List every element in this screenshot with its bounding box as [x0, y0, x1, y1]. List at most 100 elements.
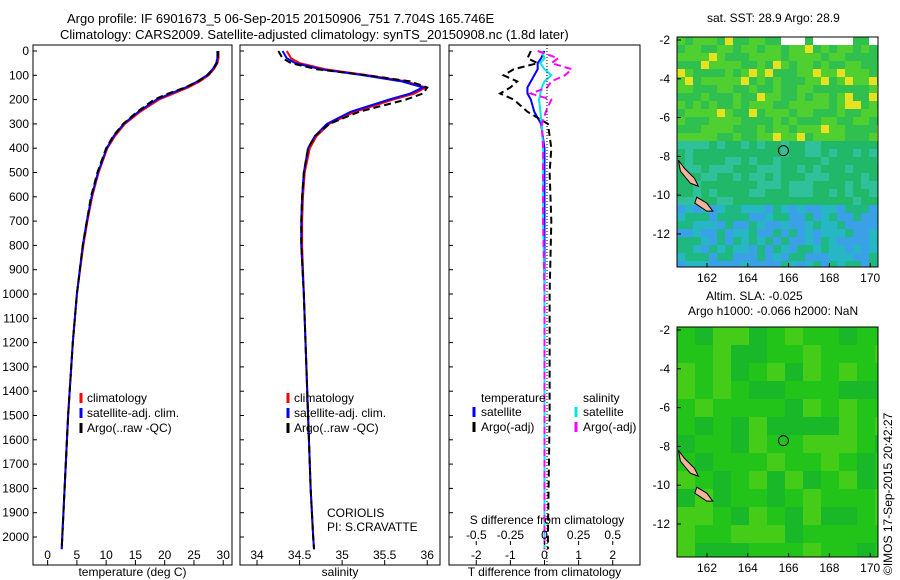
map-cell: [677, 173, 685, 181]
map-cell: [813, 189, 821, 197]
map-cell: [845, 69, 853, 77]
map-cell: [781, 253, 789, 261]
map-cell: [869, 173, 877, 181]
map-cell: [797, 157, 805, 165]
map-cell: [821, 253, 829, 261]
map-cell: [733, 205, 741, 213]
map-cell: [709, 253, 717, 261]
map-cell: [717, 157, 725, 165]
y-tick-label: 300: [9, 117, 29, 131]
map-cell: [757, 133, 765, 141]
map-cell: [677, 133, 685, 141]
map-cell: [789, 61, 797, 69]
map-cell: [695, 399, 713, 417]
map-cell: [731, 507, 749, 525]
map-cell: [837, 85, 845, 93]
map-cell: [677, 189, 685, 197]
map-cell: [821, 543, 839, 557]
series-line-satellite-adj-clim-: [60, 51, 219, 550]
map-cell: [695, 471, 713, 489]
map-cell: [677, 417, 695, 435]
map-cell: [869, 117, 877, 125]
map-cell: [813, 61, 821, 69]
map-cell: [861, 253, 869, 261]
map-cell: [875, 453, 878, 471]
map-cell: [677, 363, 695, 381]
map-cell: [797, 133, 805, 141]
map-cell: [853, 237, 861, 245]
map-cell: [813, 205, 821, 213]
map-cell: [797, 117, 805, 125]
map-cell: [803, 327, 821, 345]
map-cell: [789, 141, 797, 149]
map-cell: [693, 157, 701, 165]
map-cell: [725, 37, 733, 45]
map-cell: [749, 141, 757, 149]
map-cell: [709, 165, 717, 173]
map-cell: [749, 399, 767, 417]
map-cell: [733, 101, 741, 109]
map-cell: [685, 93, 693, 101]
map-cell: [695, 453, 713, 471]
map-cell: [845, 173, 853, 181]
map-cell: [717, 85, 725, 93]
map-cell: [677, 489, 695, 507]
map-cell: [709, 261, 717, 267]
map-cell: [821, 141, 829, 149]
map-cell: [861, 141, 869, 149]
map-cell: [797, 77, 805, 85]
map-cell: [773, 85, 781, 93]
map-cell: [725, 197, 733, 205]
map-cell: [741, 45, 749, 53]
map-cell: [701, 253, 709, 261]
map-cell: [741, 37, 749, 45]
map-cell: [813, 141, 821, 149]
map-cell: [733, 45, 741, 53]
map-cell: [821, 197, 829, 205]
map-cell: [685, 165, 693, 173]
map-cell: [765, 117, 773, 125]
map-cell: [845, 101, 853, 109]
y-tick-label: 700: [9, 214, 29, 228]
map-cell: [821, 363, 839, 381]
map-cell: [821, 117, 829, 125]
map-cell: [857, 525, 875, 543]
map-cell: [875, 417, 878, 435]
map-cell: [757, 213, 765, 221]
map-cell: [829, 45, 837, 53]
map-cell: [765, 149, 773, 157]
map-cell: [677, 345, 695, 363]
map-cell: [693, 149, 701, 157]
map-cell: [789, 245, 797, 253]
map-cell: [845, 37, 853, 45]
map-cell: [853, 253, 861, 261]
island-shape: [677, 159, 714, 212]
map-cell: [741, 181, 749, 189]
map-cell: [857, 435, 875, 453]
map-cell: [757, 69, 765, 77]
map-cell: [685, 77, 693, 85]
map-cell: [757, 101, 765, 109]
map-cell: [861, 165, 869, 173]
map-cell: [845, 181, 853, 189]
legend-label: climatology: [294, 391, 354, 405]
map-cell: [731, 525, 749, 543]
y-tick-label: 400: [9, 141, 29, 155]
map-cell: [803, 345, 821, 363]
map-cell: [821, 37, 829, 45]
map-cell: [725, 229, 733, 237]
series-line-t-argo-adj-: [497, 50, 553, 550]
map-cell: [717, 237, 725, 245]
map-cell: [781, 213, 789, 221]
map-cell: [781, 221, 789, 229]
map-cell: [677, 117, 685, 125]
map-cell: [789, 109, 797, 117]
map-cell: [803, 363, 821, 381]
map-cell: [677, 69, 685, 77]
map-cell: [717, 61, 725, 69]
map-cell: [853, 181, 861, 189]
map-cell: [781, 237, 789, 245]
map-cell: [749, 173, 757, 181]
annotation: CORIOLIS: [327, 506, 384, 520]
